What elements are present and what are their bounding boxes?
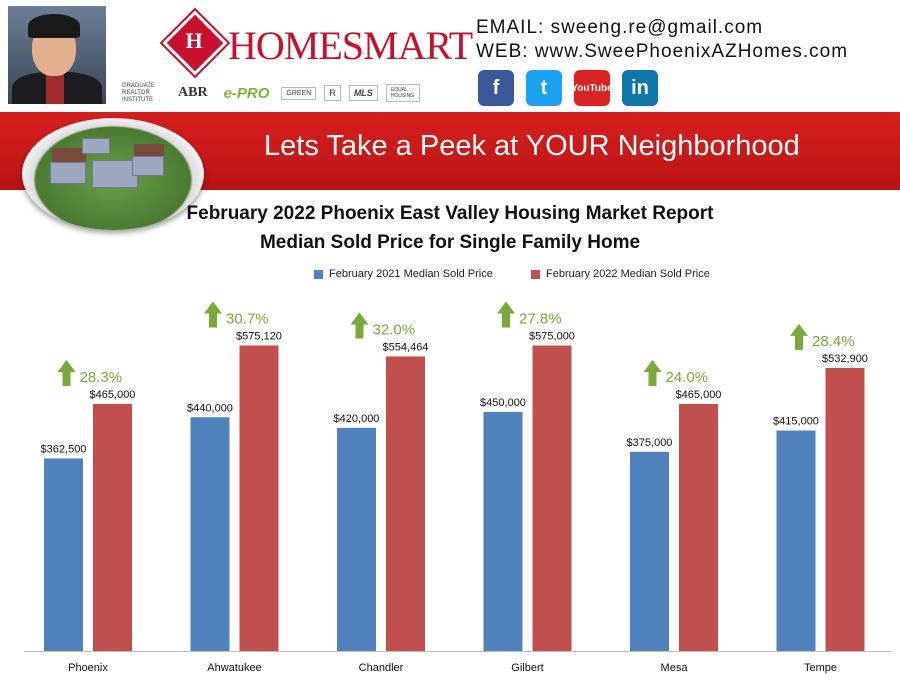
twitter-icon[interactable]: t (526, 70, 562, 106)
bar-2022-gilbert (532, 345, 572, 651)
social-links: f t YouTube in (478, 70, 658, 106)
category-label-tempe: Tempe (804, 662, 837, 674)
category-label-chandler: Chandler (359, 662, 404, 674)
value-label-2022-chandler: $554,464 (383, 341, 429, 353)
percent-change-gilbert: 27.8% (519, 311, 562, 328)
bar-2022-chandler (386, 356, 425, 651)
gri-badge: GRADUATE REALTOR INSTITUTE (122, 82, 155, 103)
increase-arrow-icon-mesa (643, 359, 662, 386)
value-label-2022-ahwatukee: $575,120 (236, 330, 282, 342)
chart-subtitle: Median Sold Price for Single Family Home (259, 232, 641, 253)
linkedin-icon[interactable]: in (622, 70, 658, 106)
legend-swatch-2022 (531, 269, 540, 279)
bar-2021-phoenix (44, 458, 83, 651)
abr-badge: ABR (178, 85, 208, 100)
bar-chart: $362,500 $465,000 Phoenix 28.3% $440,000 $575… (24, 301, 892, 674)
bar-2021-ahwatukee (190, 417, 230, 651)
legend-item-2022: February 2022 Median Sold Price (531, 268, 710, 280)
header: H HOMESMART GRADUATE REALTOR INSTITUTE A… (0, 0, 900, 110)
banner-headline: Lets Take a Peek at YOUR Neighborhood (264, 130, 800, 162)
percent-change-chandler: 32.0% (373, 321, 416, 338)
bar-2021-gilbert (483, 411, 523, 651)
increase-arrow-icon-ahwatukee (204, 301, 222, 328)
value-label-2021-ahwatukee: $440,000 (187, 402, 233, 414)
value-label-2021-phoenix: $362,500 (41, 443, 87, 455)
bar-2022-ahwatukee (239, 345, 279, 651)
equal-housing-badge: EQUAL HOUSING (385, 84, 420, 102)
increase-arrow-icon-gilbert (497, 301, 515, 328)
facebook-icon[interactable]: f (478, 70, 514, 106)
realtor-badge: R (324, 85, 341, 101)
legend-label-2022: February 2022 Median Sold Price (546, 268, 710, 280)
brand-name: HOMESMART (228, 23, 473, 68)
bar-2021-tempe (776, 430, 816, 651)
bar-2021-mesa (630, 451, 669, 651)
chart-title: February 2022 Phoenix East Valley Housin… (186, 203, 714, 224)
legend-swatch-2021 (314, 269, 323, 279)
email-text[interactable]: EMAIL: sweeng.re@gmail.com (476, 17, 764, 38)
value-label-2021-mesa: $375,000 (627, 437, 673, 449)
value-label-2021-gilbert: $450,000 (480, 397, 526, 409)
certification-badges: GRADUATE REALTOR INSTITUTE ABR e-PRO GRE… (118, 82, 420, 104)
value-label-2022-phoenix: $465,000 (90, 389, 136, 401)
category-label-mesa: Mesa (661, 662, 689, 674)
percent-change-tempe: 28.4% (812, 333, 855, 350)
legend-item-2021: February 2021 Median Sold Price (314, 268, 493, 280)
value-label-2022-mesa: $465,000 (676, 389, 722, 401)
green-badge: GREEN (281, 86, 317, 100)
percent-change-ahwatukee: 30.7% (226, 310, 269, 327)
increase-arrow-icon-tempe (790, 323, 808, 350)
legend-label-2021: February 2021 Median Sold Price (329, 268, 493, 280)
bar-2022-phoenix (93, 403, 132, 651)
category-label-ahwatukee: Ahwatukee (207, 662, 261, 674)
homesmart-logo: H HOMESMART (162, 10, 473, 76)
percent-change-phoenix: 28.3% (80, 369, 123, 386)
value-label-2021-tempe: $415,000 (773, 416, 819, 428)
contact-info: EMAIL: sweeng.re@gmail.com WEB: www.Swee… (476, 16, 848, 64)
category-label-phoenix: Phoenix (68, 662, 108, 674)
bar-2022-mesa (679, 403, 718, 651)
mls-badge: MLS (348, 85, 378, 101)
agent-photo (8, 6, 106, 104)
youtube-icon[interactable]: YouTube (571, 70, 613, 106)
increase-arrow-icon-chandler (350, 312, 369, 339)
value-label-2021-chandler: $420,000 (334, 413, 380, 425)
epro-badge: e-PRO (223, 84, 270, 102)
bar-2022-tempe (825, 367, 865, 651)
bar-2021-chandler (337, 427, 376, 651)
value-label-2022-tempe: $532,900 (822, 353, 868, 365)
neighborhood-image (22, 118, 204, 230)
value-label-2022-gilbert: $575,000 (529, 331, 575, 343)
category-label-gilbert: Gilbert (511, 662, 543, 674)
website-text[interactable]: WEB: www.SweePhoenixAZHomes.com (476, 41, 849, 62)
increase-arrow-icon-phoenix (57, 359, 76, 386)
percent-change-mesa: 24.0% (666, 369, 709, 386)
